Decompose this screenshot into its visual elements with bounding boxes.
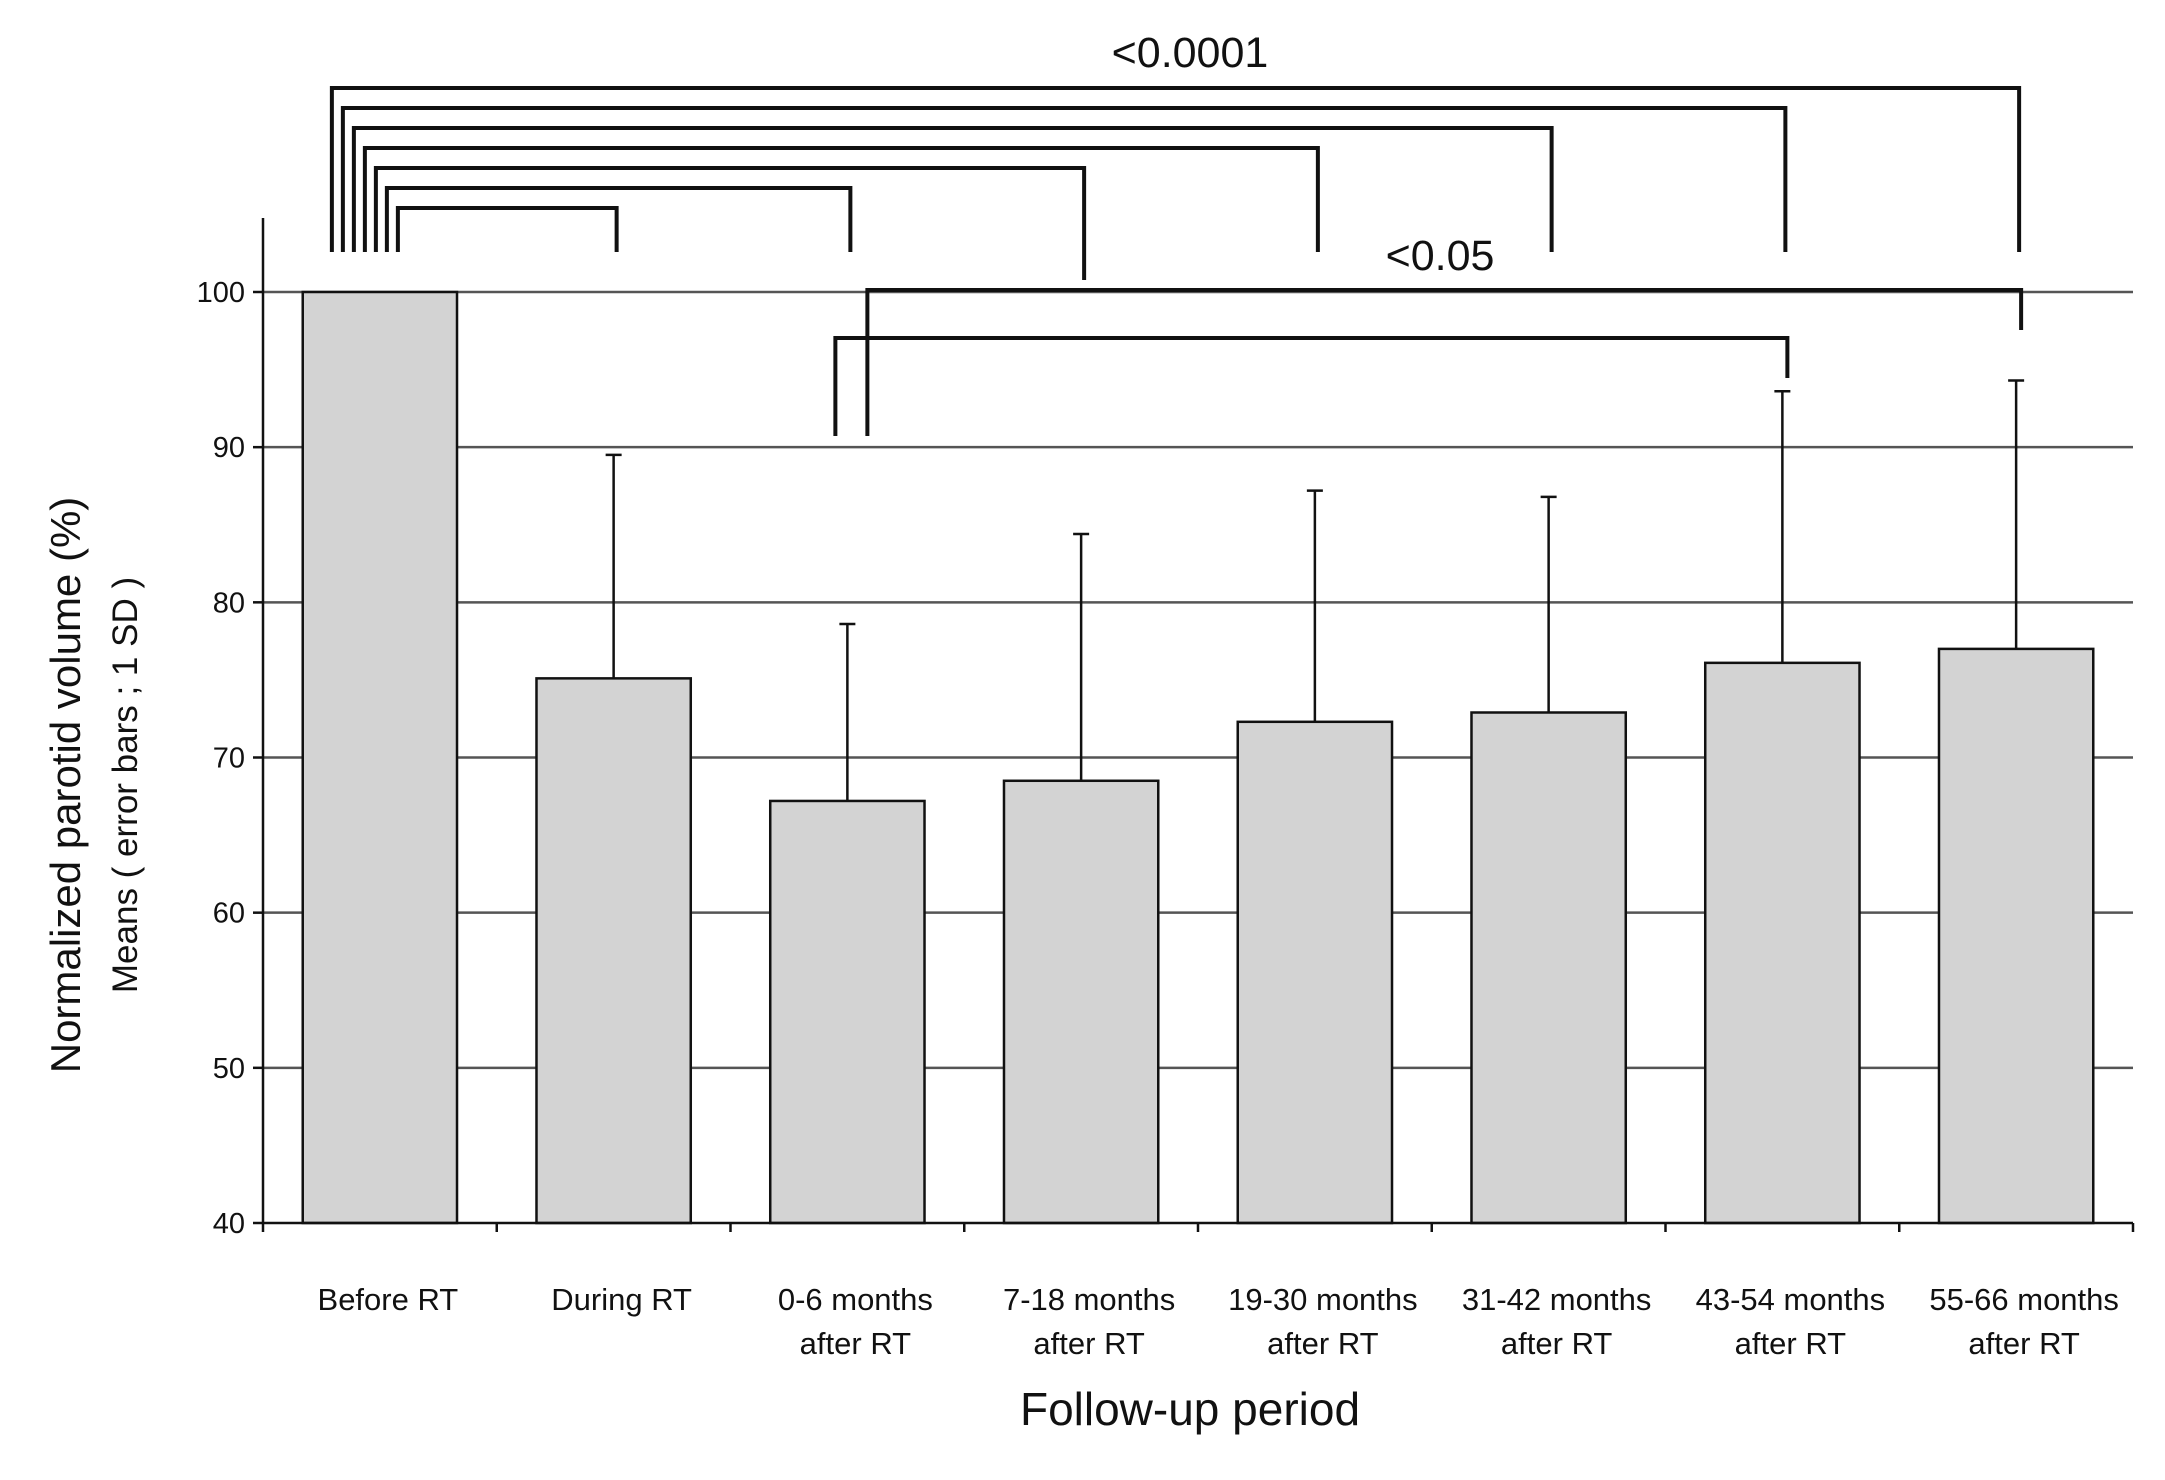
- y-tick-label-5: 90: [213, 432, 245, 464]
- x-category-label-4-1: after RT: [1267, 1326, 1378, 1361]
- y-tick-label-1: 50: [213, 1053, 245, 1085]
- x-category-label-4-0: 19-30 months: [1228, 1282, 1418, 1317]
- bar-3: [1002, 779, 1160, 1225]
- bar-1: [535, 677, 693, 1225]
- bar-6: [1703, 661, 1861, 1225]
- error-bars: [605, 379, 2025, 801]
- significance-label-1: <0.05: [1386, 232, 1495, 280]
- y-tick-label-2: 60: [213, 898, 245, 930]
- bar-5: [1470, 711, 1628, 1225]
- significance-bracket-b-0: [833, 336, 1790, 436]
- y-tick-labels: 40 50 60 70 80 90 100: [197, 277, 263, 1240]
- significance-bracket-a-6: [329, 86, 2022, 252]
- x-axis-label: Follow-up period: [1020, 1383, 1360, 1435]
- x-category-label-2-0: 0-6 months: [778, 1282, 933, 1317]
- bar-2: [768, 799, 926, 1225]
- x-category-label-1-0: During RT: [551, 1282, 692, 1317]
- x-category-label-5-0: 31-42 months: [1462, 1282, 1652, 1317]
- significance-bracket-a-4: [351, 126, 1554, 252]
- significance-bracket-a-0: [395, 206, 619, 252]
- x-category-label-7-1: after RT: [1968, 1326, 2079, 1361]
- x-category-label-3-1: after RT: [1033, 1326, 1144, 1361]
- y-tick-label-0: 40: [213, 1208, 245, 1240]
- y-axis-label: Normalized parotid volume (%): [42, 497, 89, 1074]
- y-axis-sublabel: Means ( error bars ; 1 SD ): [106, 577, 145, 993]
- x-category-labels: Before RT During RT 0-6 months after RT 7-18…: [318, 1282, 2119, 1361]
- x-category-label-6-0: 43-54 months: [1696, 1282, 1886, 1317]
- x-category-label-3-0: 7-18 months: [1003, 1282, 1175, 1317]
- significance-label-0: <0.0001: [1112, 29, 1269, 77]
- y-tick-label-6: 100: [197, 277, 245, 309]
- significance-bracket-a-1: [384, 186, 853, 252]
- x-category-label-5-1: after RT: [1501, 1326, 1612, 1361]
- bar-0: [301, 290, 459, 1225]
- significance-brackets: <0.0001 <0.05: [329, 29, 2024, 436]
- axes: [261, 218, 2135, 1232]
- significance-bracket-a-2: [373, 166, 1087, 280]
- y-tick-label-4: 80: [213, 587, 245, 619]
- significance-bracket-b-1: [865, 288, 2024, 436]
- x-category-label-0-0: Before RT: [318, 1282, 459, 1317]
- significance-bracket-a-5: [340, 106, 1788, 252]
- significance-bracket-a-3: [362, 146, 1320, 252]
- x-category-label-2-1: after RT: [800, 1326, 911, 1361]
- x-category-label-7-0: 55-66 months: [1929, 1282, 2119, 1317]
- x-category-label-6-1: after RT: [1735, 1326, 1846, 1361]
- bar-4: [1236, 720, 1394, 1225]
- bar-7: [1937, 647, 2095, 1225]
- y-tick-label-3: 70: [213, 743, 245, 775]
